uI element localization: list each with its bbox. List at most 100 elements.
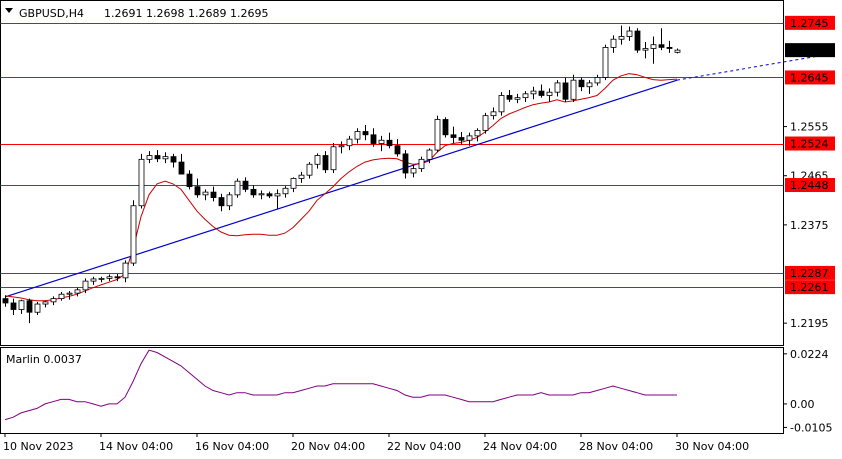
collapse-triangle-icon[interactable]: [5, 8, 13, 13]
candle-body: [666, 47, 673, 49]
level-price-label: 1.2645: [790, 71, 829, 84]
osc-tick-label: -0.0105: [790, 421, 832, 434]
candle-body: [226, 194, 233, 207]
indicator-label: Marlin 0.0037: [6, 353, 82, 366]
candle-body: [618, 36, 625, 40]
candle-body: [498, 95, 505, 113]
candle-body: [362, 131, 369, 136]
trendline-solid: [4, 79, 678, 298]
candle-body: [130, 205, 137, 264]
level-price-box: [785, 70, 835, 85]
candle-body: [298, 174, 305, 179]
candle-body: [282, 187, 289, 195]
level-price-box: [785, 15, 835, 30]
candle-body: [266, 193, 273, 197]
time-axis: 10 Nov 2023 14 Nov 04:00 16 Nov 04:00 20 No…: [3, 433, 749, 453]
candle-body: [186, 173, 193, 188]
candle-body: [18, 300, 25, 310]
candle-body: [674, 49, 681, 53]
candle-body: [114, 276, 121, 279]
level-price-label: 1.2524: [790, 138, 829, 151]
trendline-projection: [676, 55, 822, 81]
candle-body: [162, 156, 169, 160]
candle-body: [202, 191, 209, 196]
candle-body: [218, 197, 225, 207]
level-price-box: [785, 265, 835, 280]
candle-body: [490, 111, 497, 117]
time-tick-label: 10 Nov 2023: [3, 440, 73, 453]
candle-body: [250, 188, 257, 196]
time-tick-label: 22 Nov 04:00: [387, 440, 461, 453]
candle-body: [530, 90, 537, 95]
candle-body: [194, 186, 201, 196]
horizontal-levels: [1, 23, 783, 288]
price-axis: 1.21951.23751.24651.25551.27451.26451.25…: [783, 15, 835, 434]
candle-body: [586, 82, 593, 88]
price-tick-label: 1.2555: [790, 121, 829, 134]
candle-body: [458, 137, 465, 141]
price-tick-label: 1.2375: [790, 219, 829, 232]
time-tick-label: 28 Nov 04:00: [579, 440, 653, 453]
candle-body: [450, 134, 457, 138]
candle-body: [2, 298, 9, 304]
candle-body: [10, 302, 17, 310]
candle-body: [474, 130, 481, 137]
level-price-box: [785, 178, 835, 193]
candle-body: [426, 149, 433, 160]
candle-body: [170, 156, 177, 163]
level-price-box: [785, 136, 835, 151]
candle-body: [66, 292, 73, 295]
candle-body: [538, 90, 545, 96]
trendline: [4, 55, 822, 298]
candle-body: [58, 293, 65, 299]
candle-body: [514, 97, 521, 100]
candle-body: [314, 155, 321, 165]
candle-body: [210, 191, 217, 198]
candle-body: [290, 178, 297, 189]
candle-body: [602, 47, 609, 78]
candle-body: [466, 135, 473, 141]
symbol-label: GBPUSD,H4: [19, 7, 84, 20]
candle-body: [506, 95, 513, 100]
candle-body: [650, 44, 657, 49]
current-price-box: [785, 43, 835, 58]
candle-body: [410, 168, 417, 174]
candle-body: [594, 77, 601, 84]
candle-body: [106, 276, 113, 279]
candle-body: [322, 155, 329, 171]
ma-line: [4, 73, 678, 302]
candle-body: [402, 153, 409, 174]
osc-tick-label: 0.00: [790, 398, 815, 411]
candle-body: [338, 145, 345, 148]
candle-body: [306, 163, 313, 176]
moving-average: [4, 73, 678, 302]
ohlc-label: 1.2691 1.2698 1.2689 1.2695: [104, 7, 268, 20]
level-price-box: [785, 280, 835, 295]
candle-body: [570, 79, 577, 100]
candle-body: [146, 155, 153, 160]
indicator-panel-frame: [0, 347, 784, 434]
candle-body: [370, 134, 377, 144]
candle-body: [42, 301, 49, 305]
candle-body: [258, 193, 265, 196]
time-tick-label: 30 Nov 04:00: [675, 440, 749, 453]
candle-body: [434, 119, 441, 151]
candle-body: [330, 146, 337, 171]
candle-body: [554, 82, 561, 93]
main-panel-frame: [0, 0, 784, 346]
candle-body: [378, 139, 385, 144]
candle-body: [354, 131, 361, 140]
time-tick-label: 14 Nov 04:00: [99, 440, 173, 453]
candle-body: [442, 119, 449, 136]
level-price-label: 1.2745: [790, 17, 829, 30]
candle-body: [82, 280, 89, 291]
candle-body: [610, 38, 617, 48]
candle-body: [154, 155, 161, 160]
price-tick-label: 1.2195: [790, 317, 829, 330]
candle-body: [578, 79, 585, 88]
candle-body: [138, 158, 145, 207]
osc-tick-label: 0.0224: [790, 348, 829, 361]
candle-body: [626, 30, 633, 37]
candle-body: [482, 115, 489, 131]
